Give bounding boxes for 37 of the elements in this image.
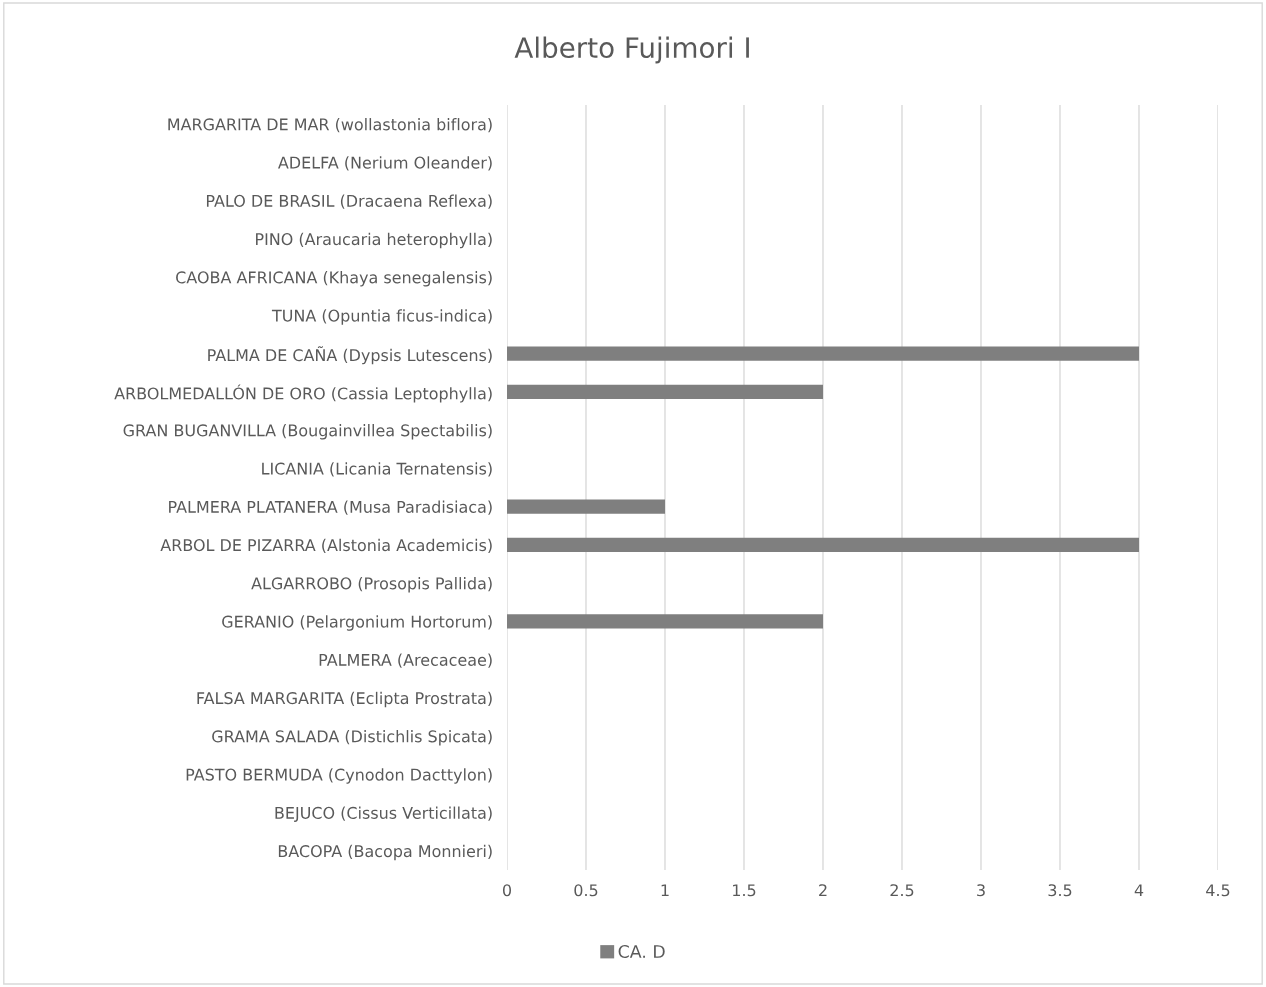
- y-tick-label: MARGARITA DE MAR (wollastonia biflora): [168, 118, 492, 133]
- y-tick-label: ALGARROBO (Prosopis Pallida): [251, 577, 492, 593]
- y-tick-label: PALMA DE CAÑA (Dypsis Lutescens): [208, 346, 492, 365]
- y-tick-label: GRAMA SALADA (Distichlis Spicata): [212, 730, 492, 746]
- y-tick-label: ARBOL DE PIZARRA (Alstonia Academicis): [160, 538, 492, 554]
- y-tick-label: GRAN BUGANVILLA (Bougainvillea Spectabilis): [123, 424, 492, 440]
- y-tick-label: LICANIA (Licania Ternatensis): [262, 462, 492, 477]
- y-tick-label: CAOBA AFRICANA (Khaya senegalensis): [176, 271, 492, 287]
- y-tick-label: GERANIO (Pelargonium Hortorum): [222, 615, 492, 631]
- x-tick-label: 1.5: [733, 884, 756, 897]
- bar: [507, 346, 1139, 361]
- chart-title: Alberto Fujimori I: [514, 36, 749, 64]
- bar: [507, 384, 823, 399]
- y-tick-label: TUNA (Opuntia ficus-indica): [271, 309, 492, 325]
- x-tick-label: 3.5: [1048, 884, 1072, 897]
- x-tick-label: 3: [977, 884, 985, 897]
- y-tick-label: PALMERA PLATANERA (Musa Paradisiaca): [169, 500, 492, 515]
- x-tick-label: 2.5: [890, 884, 914, 897]
- y-tick-label: ARBOLMEDALLÓN DE ORO (Cassia Leptophylla): [114, 384, 492, 403]
- y-tick-label: FALSA MARGARITA (Eclipta Prostrata): [197, 691, 492, 708]
- x-tick-label: 4: [1134, 884, 1144, 897]
- x-tick-label: 1: [661, 884, 669, 897]
- y-tick-label: BEJUCO (Cissus Verticillata): [275, 806, 492, 822]
- y-tick-label: PALO DE BRASIL (Dracaena Reflexa): [206, 194, 492, 209]
- x-tick-label: 2: [819, 884, 827, 897]
- bar: [507, 614, 823, 629]
- x-tick-label: 0.5: [574, 884, 598, 897]
- x-tick-label: 4.5: [1206, 884, 1230, 897]
- x-tick-label: 0: [502, 884, 512, 897]
- y-tick-label: ADELFA (Nerium Oleander): [278, 156, 492, 171]
- bar: [507, 537, 1139, 552]
- y-tick-label: PINO (Araucaria heterophylla): [256, 232, 492, 249]
- legend-label: CA. D: [618, 944, 665, 959]
- y-tick-label: PASTO BERMUDA (Cynodon Dacttylon): [186, 768, 492, 784]
- bar: [507, 499, 665, 514]
- y-tick-label: BACOPA (Bacopa Monnieri): [278, 844, 492, 861]
- y-tick-label: PALMERA (Arecaceae): [319, 653, 492, 668]
